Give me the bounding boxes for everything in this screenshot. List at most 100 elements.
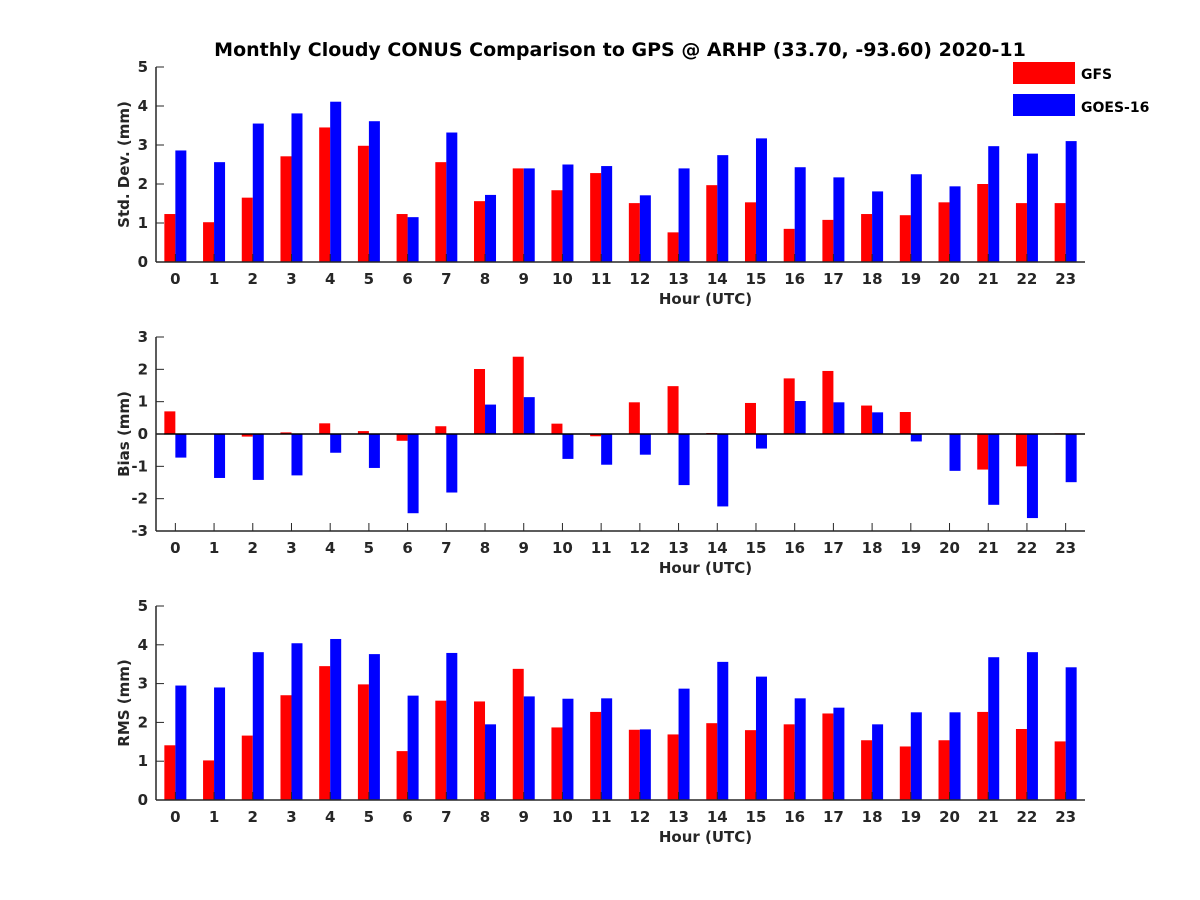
bar-gfs-19: [900, 215, 911, 262]
bar-goes-16-22: [1027, 154, 1038, 262]
bar-goes-16-10: [562, 434, 573, 459]
bar-goes-16-4: [330, 639, 341, 800]
bar-gfs-4: [319, 666, 330, 800]
x-tick-label: 14: [707, 270, 728, 288]
y-tick-label: 5: [138, 597, 148, 615]
x-tick-label: 9: [519, 539, 529, 557]
bar-goes-16-1: [214, 434, 225, 478]
x-tick-label: 0: [170, 539, 180, 557]
legend-swatch-goes-16: [1013, 94, 1075, 116]
bar-goes-16-11: [601, 166, 612, 262]
x-tick-label: 6: [402, 539, 412, 557]
x-tick-label: 10: [552, 270, 573, 288]
bar-gfs-4: [319, 423, 330, 434]
x-tick-label: 17: [823, 270, 844, 288]
bar-gfs-22: [1016, 729, 1027, 800]
bar-gfs-21: [977, 184, 988, 262]
x-tick-label: 21: [978, 539, 999, 557]
x-tick-label: 3: [286, 270, 296, 288]
x-tick-label: 0: [170, 808, 180, 826]
bar-gfs-12: [629, 203, 640, 262]
y-tick-label: 0: [138, 425, 148, 443]
x-tick-label: 12: [629, 539, 650, 557]
bar-gfs-12: [629, 402, 640, 434]
bar-goes-16-9: [524, 168, 535, 262]
x-tick-label: 12: [629, 270, 650, 288]
bar-gfs-10: [551, 190, 562, 262]
bar-gfs-0: [164, 411, 175, 434]
bar-gfs-22: [1016, 203, 1027, 262]
bar-gfs-17: [822, 220, 833, 262]
x-tick-label: 7: [441, 270, 451, 288]
x-tick-label: 6: [402, 808, 412, 826]
x-tick-label: 0: [170, 270, 180, 288]
x-tick-label: 21: [978, 808, 999, 826]
bar-gfs-11: [590, 712, 601, 800]
bar-goes-16-3: [291, 434, 302, 475]
x-tick-label: 8: [480, 808, 490, 826]
x-tick-label: 7: [441, 539, 451, 557]
x-tick-label: 23: [1055, 808, 1076, 826]
bar-goes-16-9: [524, 397, 535, 434]
bar-goes-16-5: [369, 654, 380, 800]
bar-goes-16-5: [369, 434, 380, 468]
bar-gfs-21: [977, 712, 988, 800]
bar-goes-16-20: [950, 712, 961, 800]
bar-gfs-15: [745, 202, 756, 262]
bar-goes-16-18: [872, 724, 883, 800]
bar-goes-16-8: [485, 724, 496, 800]
bar-goes-16-17: [833, 177, 844, 262]
bar-goes-16-22: [1027, 652, 1038, 800]
bar-goes-16-4: [330, 102, 341, 262]
x-tick-label: 22: [1017, 808, 1038, 826]
x-tick-label: 2: [248, 270, 258, 288]
bar-gfs-7: [435, 162, 446, 262]
bar-gfs-6: [397, 214, 408, 262]
bar-goes-16-23: [1066, 141, 1077, 262]
bar-gfs-16: [784, 378, 795, 434]
bar-gfs-9: [513, 357, 524, 434]
y-tick-label: 3: [138, 136, 148, 154]
bar-gfs-7: [435, 701, 446, 800]
x-tick-label: 1: [209, 539, 219, 557]
legend-label-gfs: GFS: [1081, 67, 1112, 83]
bar-goes-16-15: [756, 434, 767, 449]
x-tick-label: 11: [591, 808, 612, 826]
bar-gfs-8: [474, 369, 485, 434]
y-tick-label: 1: [138, 393, 148, 411]
bar-goes-16-6: [408, 434, 419, 513]
bar-goes-16-7: [446, 434, 457, 493]
x-tick-label: 14: [707, 539, 728, 557]
x-tick-label: 23: [1055, 270, 1076, 288]
bar-gfs-4: [319, 127, 330, 262]
x-tick-label: 2: [248, 539, 258, 557]
bar-gfs-18: [861, 406, 872, 434]
x-tick-label: 5: [364, 270, 374, 288]
bar-gfs-23: [1055, 741, 1066, 800]
bar-gfs-2: [242, 736, 253, 800]
bar-goes-16-5: [369, 121, 380, 262]
x-tick-label: 12: [629, 808, 650, 826]
bar-gfs-9: [513, 669, 524, 800]
bar-gfs-19: [900, 412, 911, 434]
bar-gfs-7: [435, 426, 446, 434]
bar-gfs-3: [280, 156, 291, 262]
bar-gfs-13: [668, 734, 679, 800]
x-axis-label: Hour (UTC): [659, 290, 752, 308]
bar-goes-16-7: [446, 133, 457, 262]
x-tick-label: 18: [862, 270, 883, 288]
y-axis-label: RMS (mm): [115, 659, 133, 746]
x-tick-label: 16: [784, 270, 805, 288]
y-tick-label: 2: [138, 713, 148, 731]
bar-goes-16-20: [950, 434, 961, 471]
bar-goes-16-22: [1027, 434, 1038, 518]
bar-gfs-15: [745, 730, 756, 800]
y-tick-label: 2: [138, 360, 148, 378]
x-tick-label: 13: [668, 539, 689, 557]
x-tick-label: 6: [402, 270, 412, 288]
x-tick-label: 8: [480, 270, 490, 288]
bar-goes-16-19: [911, 712, 922, 800]
bar-goes-16-16: [795, 167, 806, 262]
bar-gfs-16: [784, 229, 795, 262]
x-tick-label: 4: [325, 270, 335, 288]
